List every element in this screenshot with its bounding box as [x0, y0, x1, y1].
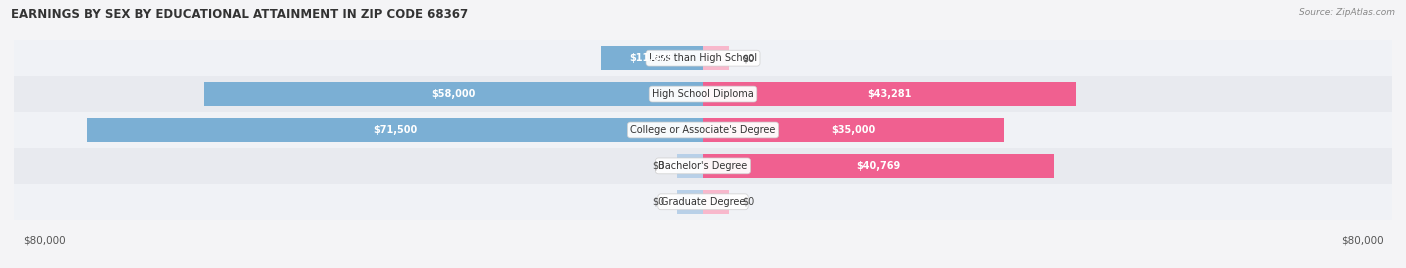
Text: $43,281: $43,281: [868, 89, 911, 99]
Text: Bachelor's Degree: Bachelor's Degree: [658, 161, 748, 171]
Bar: [703, 118, 1004, 142]
Bar: [87, 118, 703, 142]
Bar: [14, 148, 1392, 184]
Text: $0: $0: [742, 197, 754, 207]
Text: Graduate Degree: Graduate Degree: [661, 197, 745, 207]
Text: $0: $0: [652, 197, 664, 207]
Bar: [14, 40, 1392, 76]
Text: $0: $0: [742, 53, 754, 63]
Text: College or Associate's Degree: College or Associate's Degree: [630, 125, 776, 135]
Text: $0: $0: [652, 161, 664, 171]
Bar: [14, 184, 1392, 220]
Text: EARNINGS BY SEX BY EDUCATIONAL ATTAINMENT IN ZIP CODE 68367: EARNINGS BY SEX BY EDUCATIONAL ATTAINMEN…: [11, 8, 468, 21]
Text: $80,000: $80,000: [1341, 236, 1384, 246]
Text: $80,000: $80,000: [22, 236, 65, 246]
Text: $11,875: $11,875: [630, 53, 673, 63]
Bar: [703, 82, 1076, 106]
Bar: [703, 46, 728, 70]
Bar: [703, 189, 728, 214]
Bar: [14, 112, 1392, 148]
Bar: [14, 76, 1392, 112]
Bar: [204, 82, 703, 106]
Bar: [703, 154, 1054, 178]
Text: Source: ZipAtlas.com: Source: ZipAtlas.com: [1299, 8, 1395, 17]
Text: $58,000: $58,000: [432, 89, 475, 99]
Text: $35,000: $35,000: [831, 125, 876, 135]
Bar: [600, 46, 703, 70]
Text: $71,500: $71,500: [373, 125, 418, 135]
Bar: [678, 189, 703, 214]
Text: $40,769: $40,769: [856, 161, 901, 171]
Text: Less than High School: Less than High School: [650, 53, 756, 63]
Bar: [678, 154, 703, 178]
Text: High School Diploma: High School Diploma: [652, 89, 754, 99]
